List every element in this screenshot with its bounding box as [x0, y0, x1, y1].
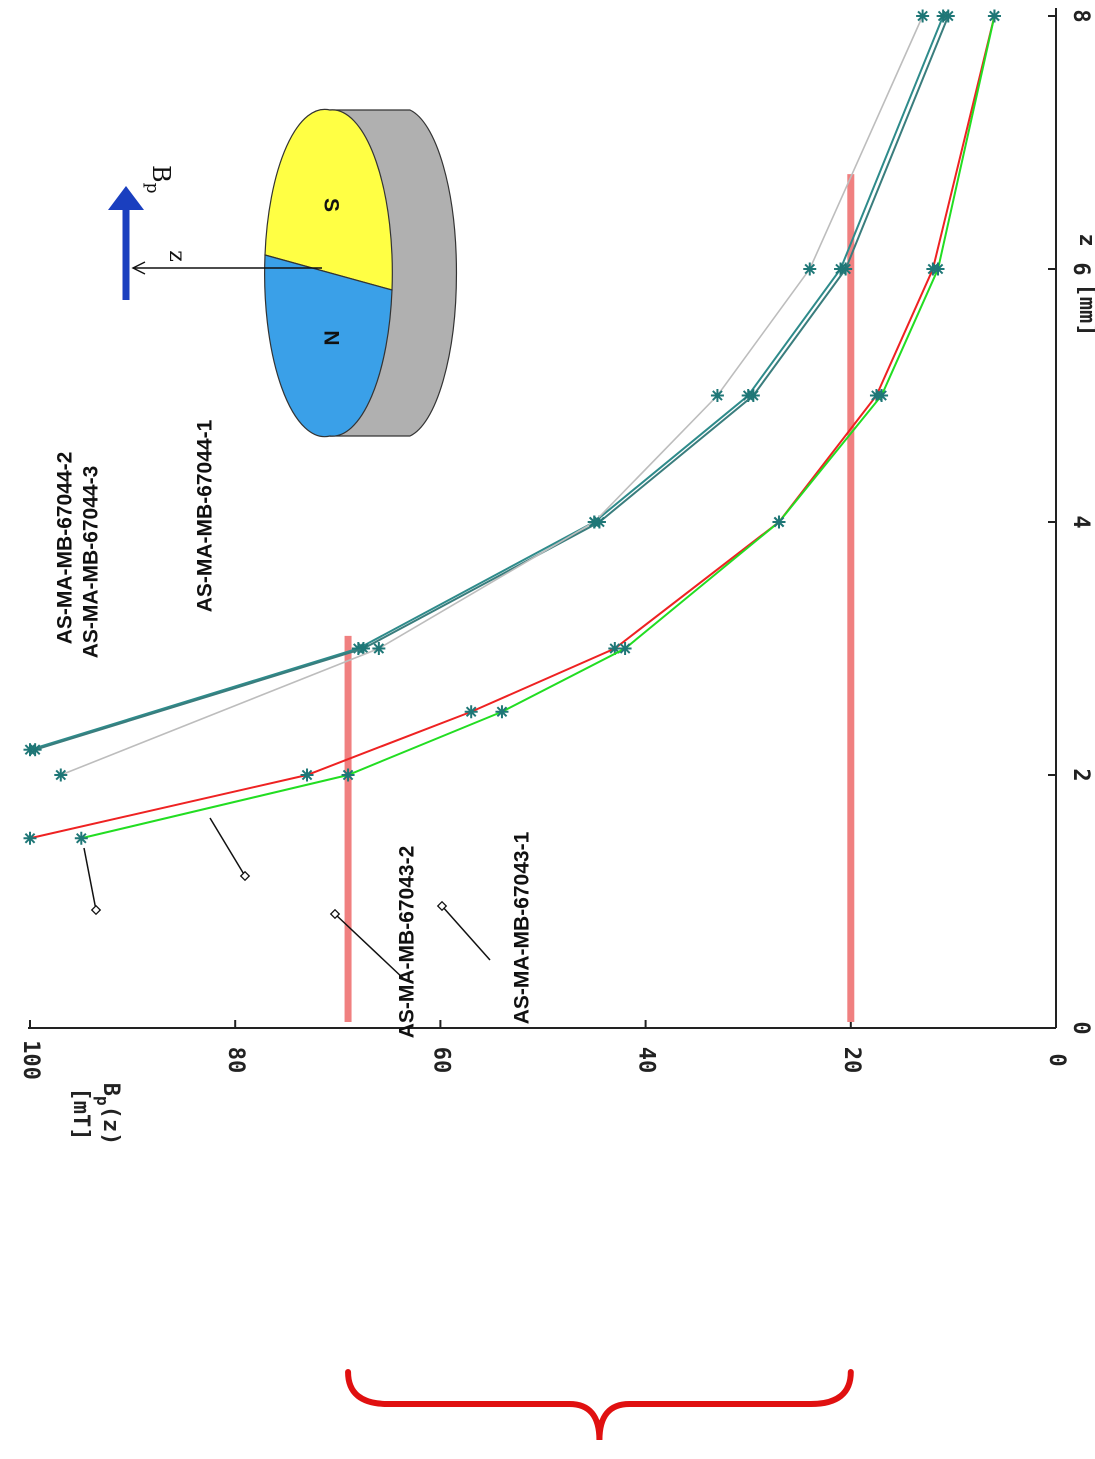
- data-point: [495, 705, 509, 719]
- x-axis-label: z [mm]: [1074, 233, 1095, 336]
- data-point: [587, 515, 601, 529]
- data-point: [74, 831, 88, 845]
- y-tick-label: 40: [634, 1047, 659, 1074]
- data-point: [23, 831, 37, 845]
- x-tick-label: 6: [1068, 262, 1093, 275]
- series-annotation-label: AS-MA-MB-67044-3: [80, 466, 103, 659]
- annotation-marker: [239, 870, 251, 882]
- data-point: [356, 642, 370, 655]
- data-point-stroke: [358, 643, 369, 654]
- data-point: [28, 743, 42, 757]
- data-point: [746, 389, 760, 402]
- data-point: [987, 9, 1001, 23]
- y-tick-label: 60: [428, 1047, 453, 1074]
- annotation-leader-line: [83, 847, 97, 911]
- data-point-stroke: [301, 769, 313, 781]
- x-tick-label: 2: [1068, 768, 1093, 781]
- x-axis-label-z: z: [1074, 233, 1095, 246]
- data-point: [803, 262, 817, 276]
- series-annotation-label: AS-MA-MB-67043-2: [396, 846, 419, 1039]
- data-point: [618, 642, 632, 655]
- data-point: [464, 705, 478, 719]
- data-point-stroke: [24, 832, 36, 844]
- data-point-stroke: [932, 263, 944, 275]
- magnet-s-label: S: [319, 198, 342, 212]
- inset-z-label: z: [164, 250, 189, 262]
- data-point: [941, 9, 955, 23]
- magnet-n-label: N: [319, 330, 342, 345]
- data-point-stroke: [373, 643, 385, 654]
- series-line: [60, 15, 924, 776]
- y-tick-label: 100: [18, 1040, 43, 1080]
- data-point: [710, 389, 724, 402]
- annotation-marker: [329, 908, 341, 920]
- bp-arrow-label: Bp: [143, 165, 176, 194]
- y-tick-label: 20: [839, 1047, 864, 1074]
- series-line: [34, 15, 950, 751]
- x-axis-label-unit: [mm]: [1074, 284, 1095, 337]
- x-tick-label: 4: [1068, 515, 1093, 528]
- data-point-stroke: [588, 516, 600, 528]
- plot-area: 02468020406080100z[mm]Bp(z)[mT]AS-MA-MB-…: [18, 8, 1095, 1145]
- y-tick-label: 0: [1044, 1053, 1069, 1066]
- annotation-leader-line: [334, 913, 406, 981]
- data-point-stroke: [917, 10, 928, 22]
- series-line: [81, 15, 996, 840]
- y-axis-label-main: Bp(z): [93, 1083, 123, 1146]
- data-point-stroke: [840, 263, 851, 275]
- series-line: [29, 15, 945, 751]
- data-point-stroke: [942, 10, 954, 22]
- x-tick-label: 0: [1068, 1021, 1093, 1034]
- range-brace: [345, 1369, 854, 1441]
- magnet-inset-diagram: N Sz Bp: [108, 108, 458, 438]
- data-point: [772, 515, 786, 529]
- bp-arrow-head: [108, 186, 144, 210]
- annotation-marker: [436, 900, 448, 912]
- data-point-stroke: [342, 769, 354, 781]
- data-point-stroke: [773, 516, 785, 528]
- data-point-stroke: [748, 390, 759, 401]
- magnet-n-face: [264, 254, 393, 438]
- data-point: [875, 389, 889, 402]
- data-point: [341, 768, 355, 782]
- data-point: [300, 768, 314, 782]
- series-annotation-label: AS-MA-MB-67044-2: [54, 452, 77, 645]
- data-point-stroke: [804, 263, 816, 275]
- data-point: [839, 262, 853, 276]
- annotation-marker: [90, 904, 102, 916]
- data-point-stroke: [876, 390, 887, 401]
- data-point-stroke: [496, 706, 508, 718]
- data-point-stroke: [29, 744, 41, 756]
- data-point-stroke: [712, 390, 723, 401]
- data-point-stroke: [989, 10, 1000, 22]
- annotation-leader-line: [441, 905, 491, 961]
- data-point-stroke: [55, 769, 67, 781]
- curly-brace: [345, 1369, 854, 1441]
- data-point: [931, 262, 945, 276]
- x-tick-label: 8: [1068, 9, 1093, 22]
- y-axis-label: Bp(z)[mT]: [68, 1083, 123, 1146]
- series-annotation-label: AS-MA-MB-67044-1: [194, 419, 217, 612]
- y-tick-label: 80: [223, 1047, 248, 1074]
- data-point: [916, 9, 930, 23]
- annotation-leader-line: [209, 817, 246, 877]
- data-point-stroke: [75, 832, 87, 844]
- data-point-stroke: [609, 643, 621, 654]
- data-point: [54, 768, 68, 782]
- series-line: [29, 15, 996, 840]
- data-point: [372, 642, 386, 655]
- inset-z-arrowhead: [131, 261, 146, 275]
- series-annotation-label: AS-MA-MB-67043-1: [511, 831, 534, 1024]
- data-point-stroke: [465, 706, 477, 718]
- data-point-stroke: [619, 643, 631, 654]
- y-axis-label-unit: [mT]: [68, 1088, 93, 1141]
